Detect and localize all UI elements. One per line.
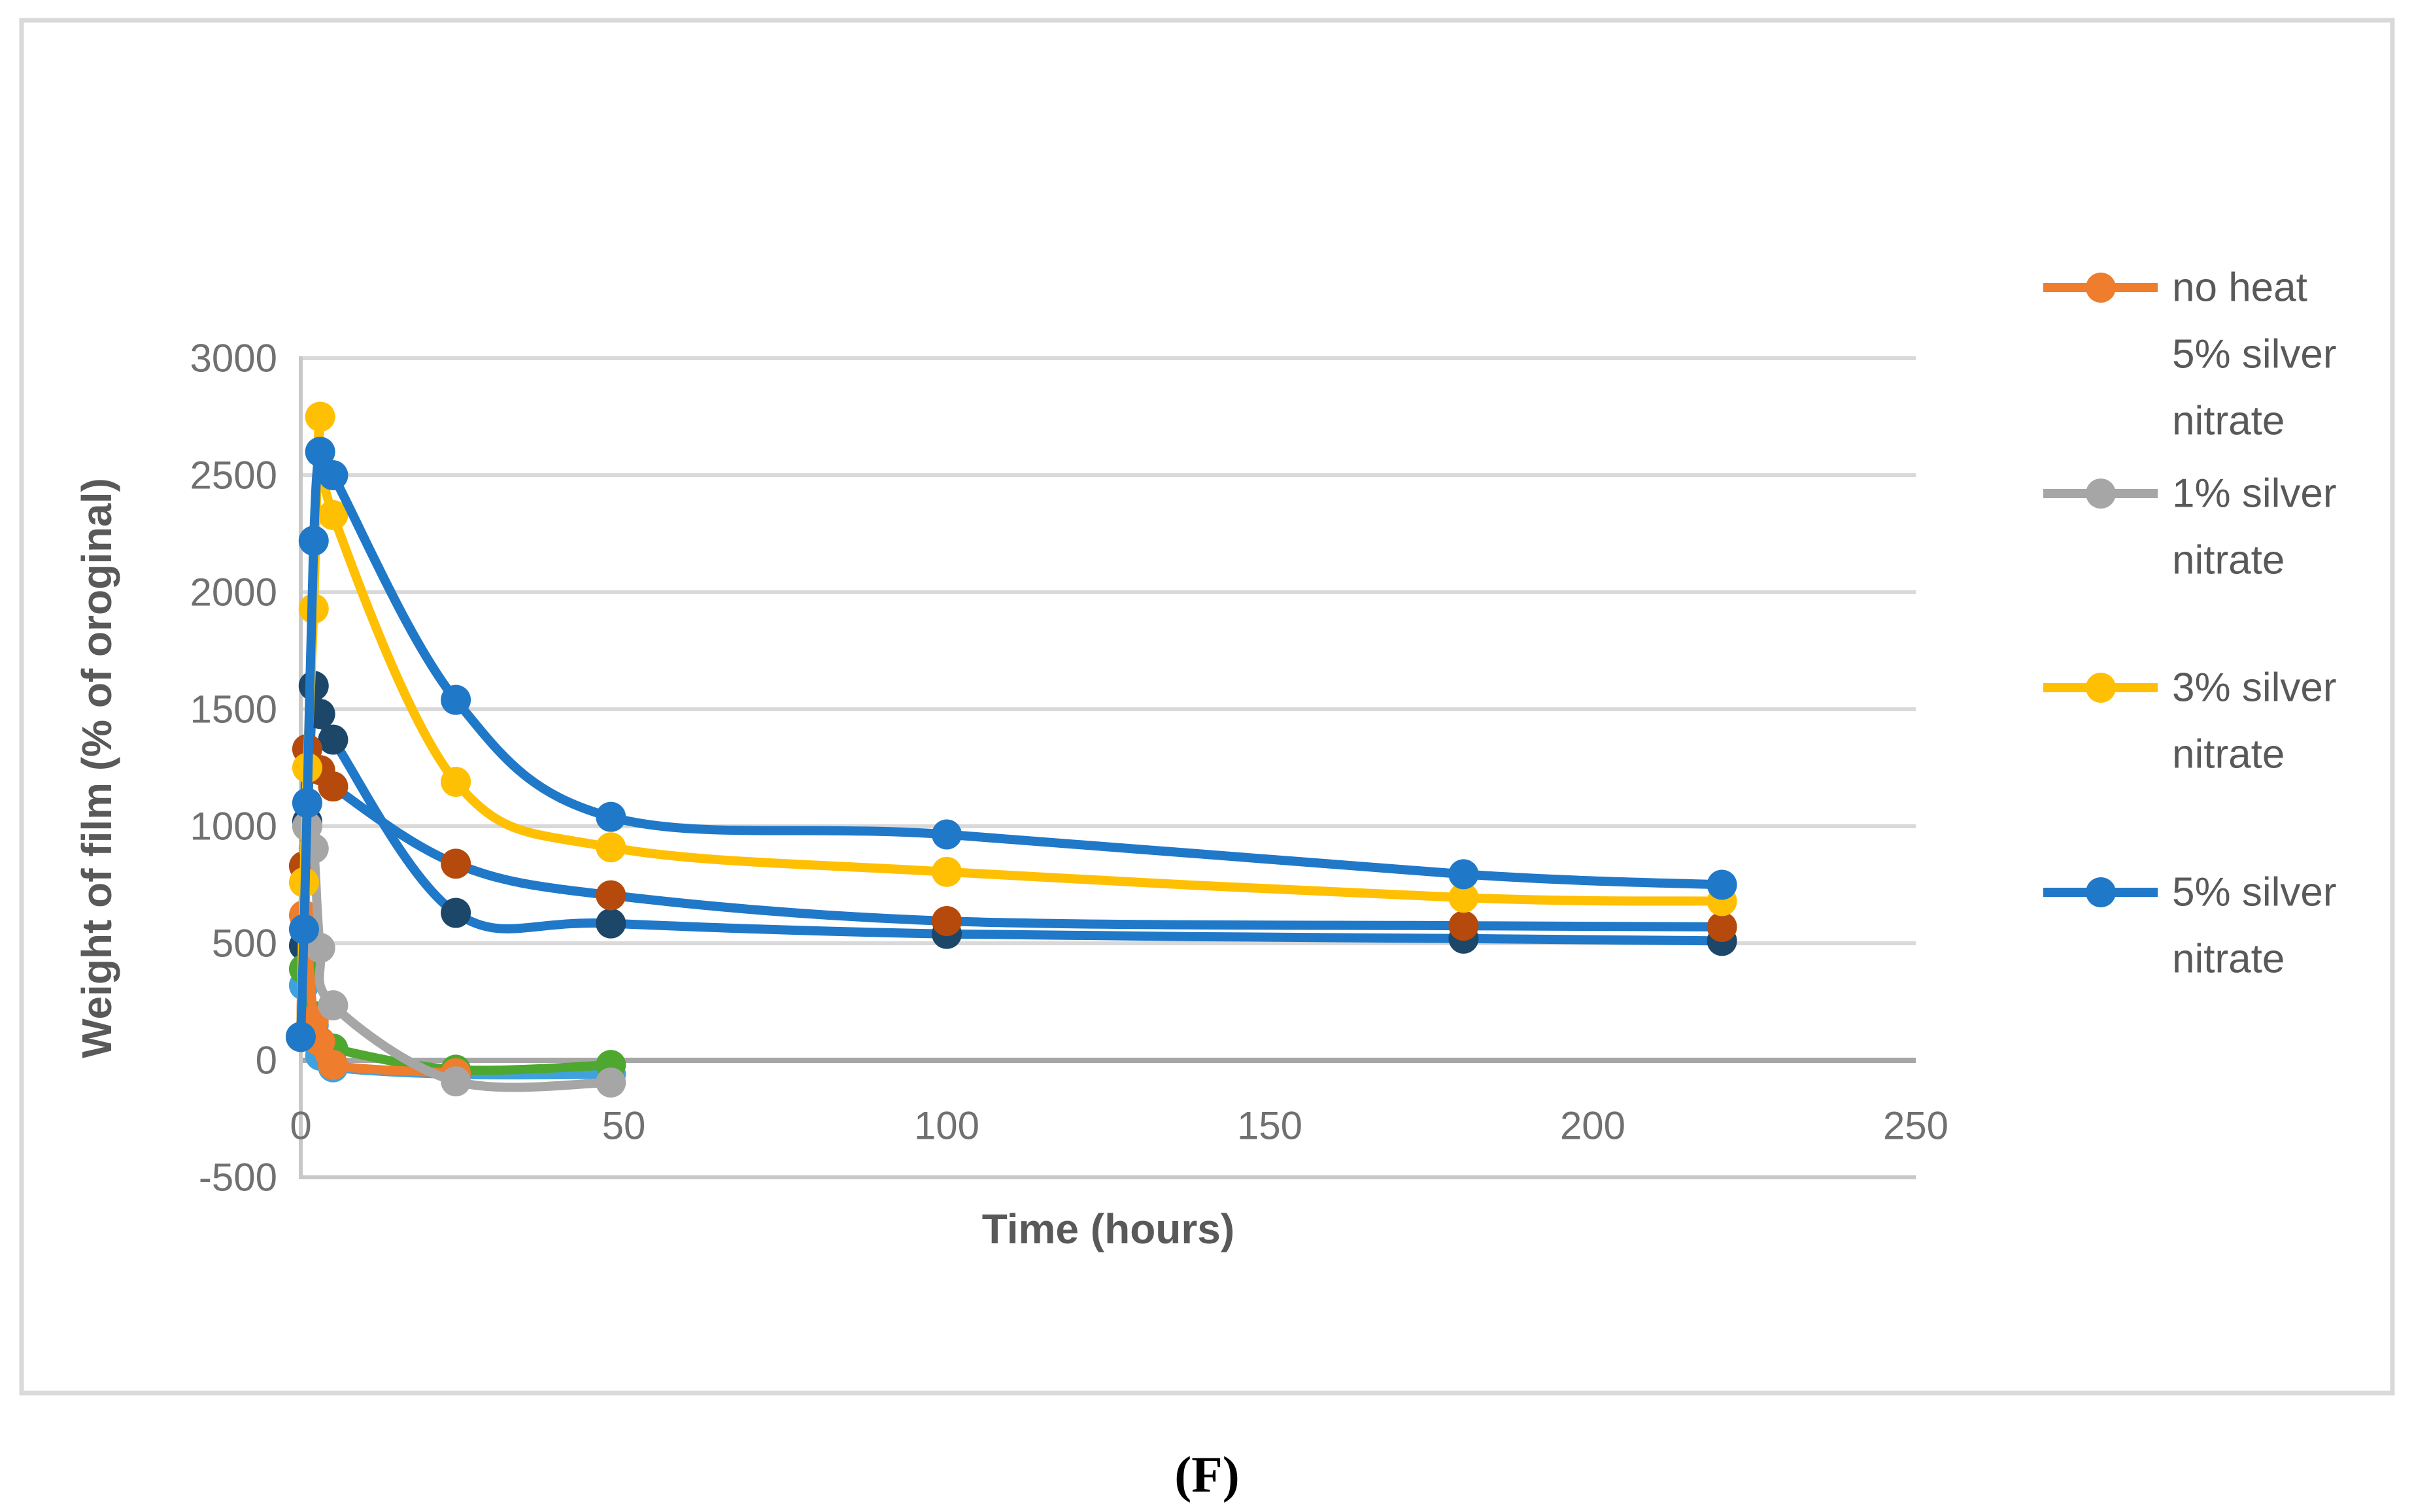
x-tick-label: 200 xyxy=(1560,1104,1625,1148)
data-point-marker xyxy=(596,880,626,911)
y-tick-label: 1500 xyxy=(190,688,277,731)
data-point-marker xyxy=(298,526,329,556)
x-tick-label: 50 xyxy=(602,1104,646,1148)
y-tick-label: 0 xyxy=(256,1039,277,1083)
data-point-marker xyxy=(1448,911,1479,941)
legend-item-3: 3% silver nitrate xyxy=(2043,665,2337,777)
data-point-marker xyxy=(318,724,348,755)
y-tick-label: 2000 xyxy=(190,571,277,614)
series-5-silver-nitrate xyxy=(286,437,1737,1052)
data-point-marker xyxy=(441,898,471,928)
data-point-marker xyxy=(318,771,348,802)
figure-caption: (F) xyxy=(1174,1446,1240,1503)
series-unlabeled-dark-navy xyxy=(286,671,1737,1052)
y-tick-label: 500 xyxy=(212,922,277,966)
data-point-marker xyxy=(596,908,626,939)
x-tick-label: 150 xyxy=(1237,1104,1302,1148)
series-line-5-silver-nitrate xyxy=(296,439,1727,1042)
legend-label: 1% silver xyxy=(2172,471,2337,516)
gridlines-layer xyxy=(301,356,1916,1179)
x-tick-label: 0 xyxy=(290,1104,311,1148)
y-tick-label: 1000 xyxy=(190,805,277,848)
figure-border xyxy=(19,18,2395,1396)
data-point-marker xyxy=(292,788,322,818)
legend-label: 3% silver xyxy=(2172,665,2337,711)
data-point-marker xyxy=(318,499,348,530)
y-tick-label: -500 xyxy=(199,1156,277,1200)
tick-labels-layer: 3000 2500 2000 1500 1000 500 0 -500 0 50 100 150 200… xyxy=(190,337,1949,1200)
series-line-unlabeled-dark-navy xyxy=(296,676,1727,1042)
legend-label: nitrate xyxy=(2172,937,2285,982)
legend-label: nitrate xyxy=(2172,538,2285,583)
data-point-marker xyxy=(1707,869,1737,900)
data-point-marker xyxy=(596,801,626,832)
data-point-marker xyxy=(305,437,335,467)
x-axis-title: Time (hours) xyxy=(982,1205,1234,1252)
legend-label: nitrate xyxy=(2172,399,2285,444)
legend-dot-icon xyxy=(2086,673,2116,703)
y-axis-title: Weight of film (% of oroginal) xyxy=(73,478,120,1058)
legend-dot-icon xyxy=(2086,479,2116,509)
data-point-marker xyxy=(441,766,471,797)
x-tick-label: 100 xyxy=(914,1104,979,1148)
legend-item-1: no heat 5% silver nitrate xyxy=(2043,265,2337,444)
legend-label: no heat xyxy=(2172,265,2307,311)
series-layer xyxy=(286,401,1737,1098)
data-point-marker xyxy=(441,684,471,715)
data-point-marker xyxy=(318,460,348,490)
y-tick-label: 2500 xyxy=(190,454,277,497)
data-point-marker xyxy=(932,856,962,887)
data-point-marker xyxy=(441,1066,471,1097)
data-point-marker xyxy=(318,990,348,1020)
x-tick-label: 250 xyxy=(1883,1104,1948,1148)
legend-label: 5% silver xyxy=(2172,870,2337,915)
data-point-marker xyxy=(596,832,626,863)
data-point-marker xyxy=(305,401,335,432)
data-point-marker xyxy=(441,848,471,879)
legend-item-4: 5% silver nitrate xyxy=(2043,870,2337,982)
y-tick-label: 3000 xyxy=(190,337,277,380)
series-unlabeled-dark-red xyxy=(286,733,1737,1052)
data-point-marker xyxy=(318,1050,348,1081)
legend-label: 5% silver xyxy=(2172,332,2337,377)
data-point-marker xyxy=(288,914,319,945)
data-point-marker xyxy=(286,1022,316,1052)
legend-item-2: 1% silver nitrate xyxy=(2043,471,2337,583)
legend-label: nitrate xyxy=(2172,732,2285,777)
series-line-unlabeled-dark-red xyxy=(296,739,1727,1042)
series-3-silver-nitrate xyxy=(286,401,1737,1052)
data-point-marker xyxy=(1707,911,1737,942)
legend-dot-icon xyxy=(2086,877,2116,907)
data-point-marker xyxy=(1448,859,1479,890)
data-point-marker xyxy=(932,905,962,936)
data-point-marker xyxy=(1448,882,1479,913)
data-point-marker xyxy=(596,1067,626,1098)
data-point-marker xyxy=(932,819,962,850)
legend-dot-icon xyxy=(2086,273,2116,303)
